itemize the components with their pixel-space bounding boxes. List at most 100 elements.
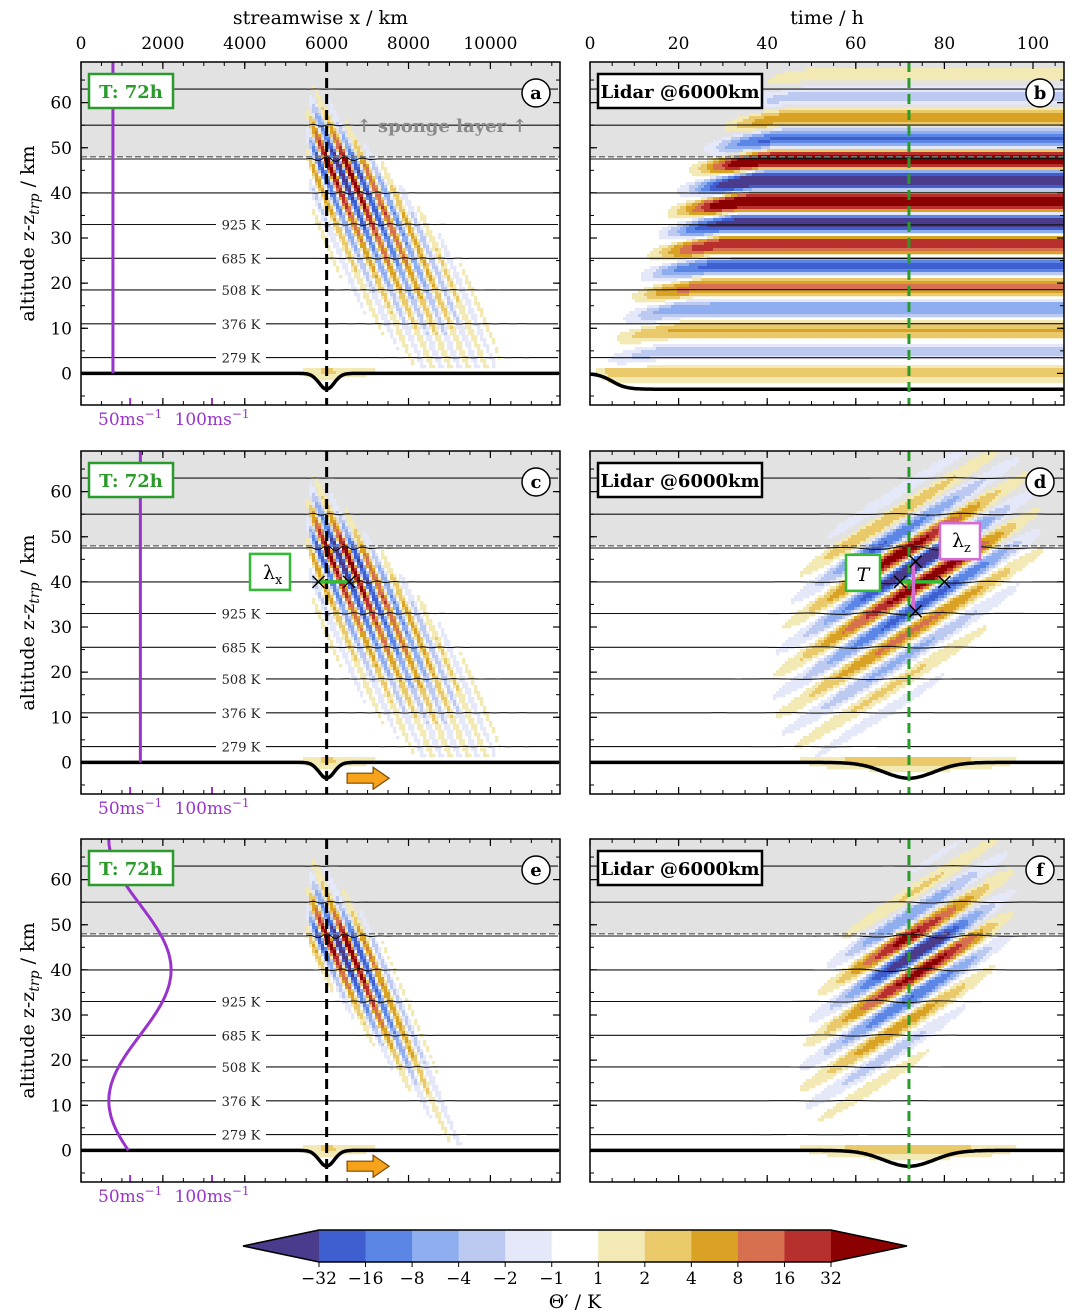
panel-letter-circle (1025, 467, 1055, 497)
x-tick-label: 8000 (387, 34, 430, 54)
isentrope-line (81, 611, 558, 615)
x-tick-label: 40 (756, 34, 778, 54)
cross-marker (937, 575, 951, 589)
y-tick-label: 60 (50, 483, 72, 503)
isentrope-line (590, 1033, 1064, 1037)
axes-frame (589, 838, 1065, 1183)
isentrope-label: 685 K (222, 641, 261, 656)
isentrope-label: 279 K (222, 352, 261, 367)
y-tick-label: 10 (50, 1096, 72, 1116)
axes-frame (80, 450, 561, 795)
colorbar-tick-label: 4 (686, 1269, 697, 1289)
y-tick-label: 10 (50, 319, 72, 339)
colorbar-bin (691, 1230, 739, 1262)
wind-tick-label: 100ms−1 (175, 1184, 250, 1207)
ground-line (590, 372, 1064, 391)
isentropes (81, 477, 558, 748)
x-tick-label: 20 (668, 34, 690, 54)
isentrope-label-bg (216, 670, 266, 687)
isentrope-line (81, 968, 558, 972)
wave-field (596, 68, 1064, 384)
isentrope-label: 376 K (222, 1095, 261, 1110)
ground-line (81, 371, 559, 392)
isentrope-line (81, 1034, 558, 1037)
y-tick-label: 0 (61, 364, 72, 384)
isentrope-label: 685 K (222, 252, 261, 267)
y-tick-label: 40 (50, 184, 72, 204)
colorbar-bin (319, 1230, 367, 1262)
panel-letter-circle (1025, 855, 1055, 885)
y-tick-label: 20 (50, 1051, 72, 1071)
panel-letter: c (531, 472, 542, 493)
x-tick-label: 100 (1017, 34, 1049, 54)
isentrope-line (81, 322, 558, 325)
colorbar-tick-label: −2 (493, 1269, 518, 1289)
isentrope-line (81, 1099, 558, 1102)
isentrope-line (590, 645, 1064, 649)
isentrope-line (590, 1099, 1064, 1102)
panel-letter: b (1034, 83, 1047, 104)
panel-letter-circle (521, 855, 551, 885)
isentropes (590, 865, 1064, 1136)
y-tick-label: 60 (50, 871, 72, 891)
flow-arrow-icon (346, 766, 391, 791)
isentrope-line (590, 545, 1064, 551)
isentrope-label-bg (216, 605, 266, 622)
colorbar-tick-label: −1 (539, 1269, 564, 1289)
isentrope-label-bg (216, 639, 266, 656)
panel-letter: a (530, 83, 542, 104)
colorbar-extend-high (831, 1230, 907, 1262)
y-axis-title: altitude z-ztrp / km (17, 145, 43, 321)
isentrope-label: 925 K (222, 607, 261, 622)
y-tick-label: 30 (50, 229, 72, 249)
isentrope-label: 376 K (222, 707, 261, 722)
x-tick-label: 10000 (463, 34, 517, 54)
y-tick-label: 0 (61, 753, 72, 773)
wind-tick-label: 100ms−1 (175, 796, 250, 819)
panel-badge (87, 72, 175, 110)
x-tick-label: 2000 (141, 34, 184, 54)
panel-letter: f (1036, 860, 1045, 881)
isentrope-line (81, 288, 558, 291)
panel-c: 279 K 376 K 508 K 685 K 925 K 50ms−1 100ms−1 0 1… (17, 450, 561, 819)
panel-badge (596, 72, 764, 110)
isentrope-label-bg (216, 315, 266, 332)
x-tick-label: 4000 (223, 34, 266, 54)
colorbar-bin (412, 1230, 460, 1262)
colorbar: −32 −16 −8 −4 −2 −1 1 2 4 8 16 32 (242, 1229, 908, 1289)
isentrope-label-bg (216, 216, 266, 233)
ground-line (590, 1148, 1064, 1168)
panel-badge (87, 849, 175, 887)
axes-frame (80, 61, 561, 406)
wind-tick-label: 50ms−1 (98, 407, 162, 430)
y-axis-title: altitude z-ztrp / km (17, 922, 43, 1098)
colorbar-bin (458, 1230, 506, 1262)
x-tick-label: 60 (845, 34, 867, 54)
isentrope-line (81, 191, 558, 195)
y-tick-label: 20 (50, 274, 72, 294)
isentrope-label-bg (216, 250, 266, 267)
sponge-layer-label: ↑ sponge layer ↑ (357, 116, 528, 137)
panel-letter-circle (1025, 78, 1055, 108)
colorbar-tick-label: 1 (593, 1269, 604, 1289)
panel-e: 279 K 376 K 508 K 685 K 925 K 50ms−1 100ms−1 0 1… (17, 838, 561, 1207)
y-tick-label: 30 (50, 1006, 72, 1026)
y-tick-label: 50 (50, 528, 72, 548)
isentrope-line (81, 156, 558, 163)
ground-line (590, 760, 1064, 780)
colorbar-tick-label: −32 (301, 1269, 337, 1289)
axes-frame (589, 450, 1065, 795)
y-tick-label: 40 (50, 961, 72, 981)
colorbar-bin (365, 1230, 413, 1262)
isentrope-label-bg (216, 349, 266, 366)
y-tick-label: 20 (50, 663, 72, 683)
isentrope-line (590, 999, 1064, 1004)
isentrope-label-bg (216, 993, 266, 1010)
panel-badge-label: Lidar @6000km (600, 82, 759, 103)
wind-tick-label: 100ms−1 (175, 407, 250, 430)
isentrope-line (590, 611, 1064, 616)
isentrope-line (81, 123, 558, 127)
y-tick-label: 10 (50, 708, 72, 728)
isentrope-line (590, 1065, 1064, 1068)
